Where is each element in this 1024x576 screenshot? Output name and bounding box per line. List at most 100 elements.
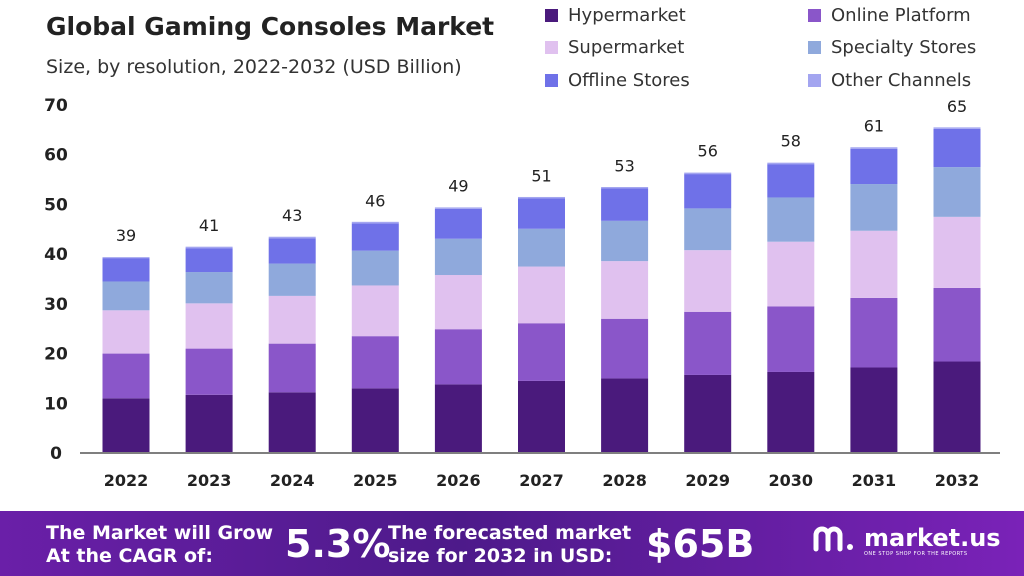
bar-segment-supermarket-2023	[185, 303, 233, 349]
x-tick-label-2030: 2030	[769, 471, 814, 490]
total-label-2025: 46	[365, 191, 385, 210]
bar-segment-online-platform-2022	[102, 353, 150, 399]
brand-logo: market.us ONE STOP SHOP FOR THE REPORTS	[812, 523, 1001, 557]
y-tick-label: 70	[44, 96, 68, 116]
bar-segment-other-channels-2026	[434, 207, 482, 209]
y-tick-label: 40	[44, 245, 68, 265]
forecast-label-line1: The forecasted market	[388, 522, 632, 544]
total-label-2024: 43	[282, 206, 302, 225]
bar-segment-online-platform-2029	[684, 311, 732, 375]
y-tick-label: 60	[44, 146, 68, 166]
stacked-bar-chart: 0102030405060703920224120234320244620254…	[44, 96, 1000, 490]
legend-label: Offline Stores	[568, 70, 690, 91]
bar-segment-specialty-stores-2025	[351, 250, 399, 286]
bar-segment-hypermarket-2025	[351, 388, 399, 452]
footer-banner: The Market will Grow At the CAGR of: 5.3…	[0, 511, 1024, 576]
bar-segment-hypermarket-2031	[850, 367, 898, 452]
x-tick-label-2028: 2028	[602, 471, 647, 490]
legend-item-specialty-stores: Specialty Stores	[808, 37, 976, 58]
x-tick-label-2024: 2024	[270, 471, 315, 490]
cagr-label-line2: At the CAGR of:	[46, 545, 213, 567]
bar-segment-online-platform-2024	[268, 343, 316, 393]
bar-segment-hypermarket-2022	[102, 398, 150, 452]
bar-segment-supermarket-2027	[518, 266, 565, 324]
bar-segment-specialty-stores-2032	[933, 167, 981, 217]
brand-tagline: ONE STOP SHOP FOR THE REPORTS	[864, 551, 968, 557]
bar-segment-supermarket-2024	[268, 295, 316, 344]
bar-segment-online-platform-2026	[434, 329, 482, 385]
legend-label: Specialty Stores	[831, 37, 977, 58]
bar-segment-offline-stores-2027	[518, 198, 565, 229]
bar-segment-offline-stores-2026	[434, 208, 482, 239]
legend-item-offline-stores: Offline Stores	[545, 70, 690, 91]
x-tick-label-2025: 2025	[353, 471, 398, 490]
bar-segment-specialty-stores-2028	[601, 220, 649, 262]
bar-segment-supermarket-2031	[850, 230, 898, 298]
bar-segment-supermarket-2022	[102, 310, 150, 354]
forecast-value: $65B	[646, 522, 755, 566]
bar-segment-offline-stores-2029	[684, 174, 732, 209]
bar-segment-online-platform-2031	[850, 297, 898, 368]
bar-segment-offline-stores-2028	[601, 188, 649, 221]
cagr-value: 5.3%	[285, 522, 391, 566]
bar-segment-online-platform-2025	[351, 336, 399, 389]
bar-segment-other-channels-2023	[185, 246, 233, 249]
bar-segment-other-channels-2027	[518, 196, 565, 199]
bar-segment-specialty-stores-2024	[268, 263, 316, 296]
legend-item-hypermarket: Hypermarket	[545, 5, 686, 26]
bar-segment-offline-stores-2022	[102, 258, 150, 282]
bar-segment-hypermarket-2029	[684, 374, 732, 452]
x-tick-label-2026: 2026	[436, 471, 481, 490]
bar-segment-other-channels-2024	[268, 236, 316, 239]
legend-item-other-channels: Other Channels	[808, 70, 971, 91]
y-tick-label: 0	[50, 444, 62, 464]
legend-swatch	[808, 9, 821, 22]
x-tick-label-2031: 2031	[852, 471, 897, 490]
bar-segment-offline-stores-2031	[850, 148, 898, 185]
total-label-2030: 58	[781, 132, 801, 151]
bar-segment-hypermarket-2023	[185, 394, 233, 452]
bar-segment-supermarket-2025	[351, 285, 399, 337]
bar-segment-specialty-stores-2026	[434, 238, 482, 276]
legend-label: Online Platform	[831, 5, 971, 26]
bar-segment-other-channels-2031	[850, 147, 898, 149]
bar-segment-hypermarket-2024	[268, 392, 316, 452]
bar-segment-specialty-stores-2029	[684, 208, 732, 251]
forecast-label-line2: size for 2032 in USD:	[388, 545, 613, 567]
bar-segment-other-channels-2032	[933, 127, 981, 129]
bar-segment-online-platform-2023	[185, 348, 233, 395]
bar-segment-supermarket-2026	[434, 275, 482, 330]
legend-swatch	[808, 41, 821, 54]
bar-segment-online-platform-2030	[767, 306, 815, 372]
bar-segment-hypermarket-2032	[933, 361, 981, 452]
total-label-2028: 53	[614, 157, 634, 176]
legend-label: Supermarket	[568, 37, 685, 58]
bar-segment-offline-stores-2032	[933, 128, 981, 168]
bar-segment-other-channels-2025	[351, 221, 399, 224]
y-tick-label: 30	[44, 295, 68, 315]
legend-item-supermarket: Supermarket	[545, 37, 684, 58]
bar-segment-specialty-stores-2022	[102, 281, 150, 311]
x-tick-label-2027: 2027	[519, 471, 564, 490]
forecast-label: The forecasted market size for 2032 in U…	[388, 522, 631, 568]
market-us-logo-icon	[813, 526, 853, 552]
total-label-2026: 49	[448, 176, 468, 195]
y-tick-label: 20	[44, 345, 68, 365]
legend-swatch	[545, 41, 558, 54]
bar-segment-offline-stores-2030	[767, 164, 815, 198]
cagr-label: The Market will Grow At the CAGR of:	[46, 522, 273, 568]
brand-name: market.us	[864, 524, 1001, 552]
bar-segment-hypermarket-2027	[518, 380, 565, 452]
legend-label: Other Channels	[831, 70, 972, 91]
bar-segment-other-channels-2029	[684, 172, 732, 175]
chart-subtitle: Size, by resolution, 2022-2032 (USD Bill…	[46, 56, 462, 78]
y-tick-label: 50	[44, 195, 68, 215]
bar-segment-supermarket-2032	[933, 216, 981, 288]
bar-segment-other-channels-2028	[601, 187, 649, 189]
bar-segment-specialty-stores-2030	[767, 197, 815, 242]
bar-segment-offline-stores-2025	[351, 223, 399, 251]
bar-segment-other-channels-2030	[767, 162, 815, 165]
total-label-2022: 39	[116, 226, 136, 245]
bar-segment-supermarket-2028	[601, 261, 649, 319]
total-label-2029: 56	[698, 142, 718, 161]
